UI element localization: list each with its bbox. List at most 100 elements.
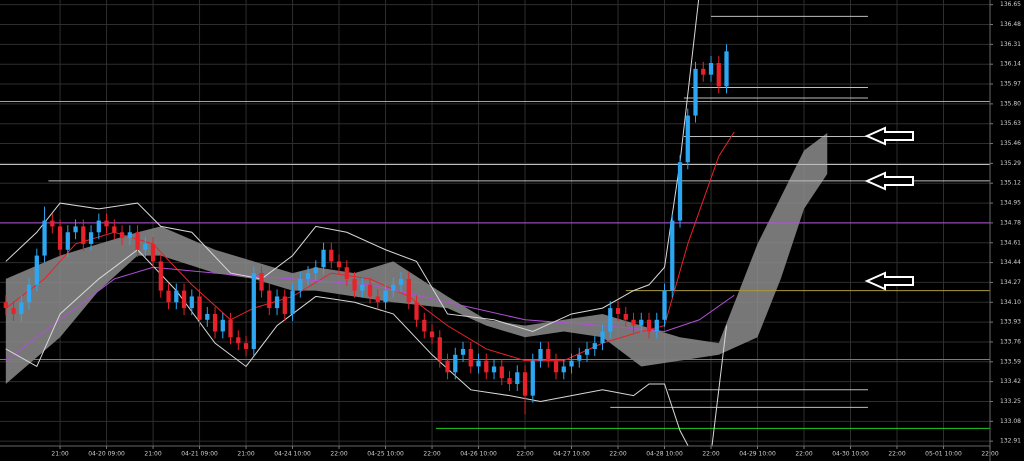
candle-body — [623, 313, 628, 320]
candle-body — [3, 302, 8, 309]
candle-body — [701, 68, 706, 75]
x-tick-label: 22:00 — [423, 451, 440, 458]
candle-body — [646, 319, 652, 332]
y-tick-label: 135.12 — [1000, 180, 1021, 187]
x-tick-label: 22:00 — [330, 451, 347, 458]
candle-body — [81, 226, 86, 244]
candle-body — [476, 360, 481, 367]
x-tick-label: 04-21 09:00 — [181, 451, 218, 458]
candle-body — [391, 284, 396, 291]
x-tick-label: 04-29 10:00 — [739, 451, 776, 458]
candle-body — [716, 63, 721, 87]
indicator-line — [5, 0, 700, 332]
candle-body — [143, 243, 148, 250]
candle-body — [282, 296, 287, 314]
candle-body — [181, 290, 187, 309]
candle-body — [259, 273, 264, 291]
candle-body — [50, 220, 55, 227]
candle-body — [491, 366, 497, 373]
candle-body — [375, 296, 380, 303]
candle-body — [383, 290, 388, 303]
x-tick-label: 04-20 09:00 — [88, 451, 125, 458]
x-tick-label: 05-01 10:00 — [925, 451, 962, 458]
candle-body — [592, 343, 597, 349]
y-tick-label: 134.78 — [1000, 219, 1021, 226]
candle-body — [693, 68, 698, 116]
y-tick-label: 133.25 — [1000, 398, 1021, 405]
candle-body — [267, 290, 272, 309]
y-tick-label: 134.10 — [1000, 299, 1021, 306]
candle-body — [414, 302, 419, 320]
x-tick-label: 22:00 — [702, 451, 719, 458]
candle-body — [724, 51, 729, 87]
candle-body — [639, 319, 644, 326]
candle-body — [577, 354, 582, 361]
candle-body — [507, 378, 512, 384]
candle-body — [189, 296, 194, 309]
x-tick-label: 04-25 10:00 — [367, 451, 404, 458]
x-tick-label: 04-28 10:00 — [646, 451, 683, 458]
candle-body — [88, 232, 94, 244]
x-tick-label: 21:00 — [237, 451, 254, 458]
candle-body — [313, 267, 318, 274]
candle-body — [530, 360, 535, 396]
candle-body — [42, 220, 47, 256]
x-tick-label: 22:00 — [609, 451, 626, 458]
y-tick-label: 135.29 — [1000, 160, 1021, 167]
candle-body — [57, 226, 63, 250]
candle-body — [205, 313, 210, 320]
candle-body — [127, 232, 132, 239]
candle-body — [584, 348, 590, 355]
candle-body — [11, 308, 16, 314]
candle-body — [112, 226, 117, 233]
candle-body — [677, 162, 683, 221]
y-tick-label: 135.80 — [1000, 100, 1021, 107]
candle-body — [158, 261, 163, 291]
y-tick-label: 134.61 — [1000, 239, 1021, 246]
candle-body — [336, 261, 342, 268]
candle-body — [398, 278, 404, 285]
candle-body — [321, 249, 326, 268]
candle-body — [422, 319, 427, 332]
arrow-icon — [864, 126, 914, 146]
candle-body — [73, 226, 78, 233]
candle-body — [631, 319, 636, 326]
candle-body — [360, 284, 365, 291]
candle-body — [367, 284, 373, 297]
candle-body — [499, 366, 504, 379]
candle-body — [437, 337, 442, 361]
candle-body — [670, 220, 675, 291]
x-tick-label: 21:00 — [144, 451, 161, 458]
x-tick-label: 22:00 — [888, 451, 905, 458]
candle-body — [135, 232, 140, 250]
candle-body — [166, 290, 171, 303]
candle-body — [406, 278, 411, 303]
candle-body — [600, 331, 605, 344]
cloud-area — [5, 133, 828, 384]
y-tick-label: 132.91 — [1000, 438, 1021, 445]
y-tick-label: 133.08 — [1000, 418, 1021, 425]
candle-body — [344, 267, 349, 279]
candle-body — [298, 278, 303, 291]
y-tick-label: 135.97 — [1000, 81, 1021, 88]
candle-body — [65, 232, 70, 250]
candle-body — [615, 308, 621, 314]
candle-body — [197, 296, 202, 320]
candle-body — [236, 337, 241, 344]
arrow-icon — [864, 171, 914, 191]
candle-body — [19, 302, 24, 314]
y-tick-label: 133.76 — [1000, 338, 1021, 345]
y-tick-label: 134.27 — [1000, 279, 1021, 286]
candle-body — [546, 348, 551, 361]
candle-body — [484, 360, 489, 373]
candle-body — [174, 290, 179, 303]
candle-body — [569, 360, 574, 367]
candle-body — [654, 319, 659, 332]
candle-body — [329, 249, 334, 262]
y-tick-label: 136.31 — [1000, 41, 1021, 48]
candle-body — [468, 348, 473, 367]
y-tick-label: 133.93 — [1000, 319, 1021, 326]
axes: 132.91 133.08 133.25 133.42 133.59 133.76 133.… — [51, 1, 1021, 457]
candle-body — [708, 63, 714, 75]
candle-body — [104, 220, 109, 227]
